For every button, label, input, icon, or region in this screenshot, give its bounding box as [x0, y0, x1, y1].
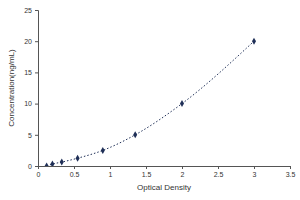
tick-label: 0.5: [70, 171, 80, 178]
tick: 2.5: [214, 166, 224, 178]
tick-mark: [35, 166, 38, 167]
tick-mark: [182, 166, 183, 169]
tick-mark: [254, 166, 255, 169]
tick-mark: [146, 166, 147, 169]
tick-label: 3: [253, 171, 257, 178]
tick-mark: [35, 41, 38, 42]
tick: 3: [253, 166, 257, 178]
marks: [45, 38, 256, 166]
tick: 20: [24, 38, 38, 45]
tick: 0: [37, 166, 41, 178]
tick-label: 2.5: [214, 171, 224, 178]
axis-line: [35, 11, 39, 167]
tick-mark: [74, 166, 75, 169]
x-axis: 0 0.5 1 1.5 2 2.5 3 3.5: [37, 166, 296, 178]
x-axis-title: Optical Density: [137, 183, 191, 192]
tick-label: 3.5: [286, 171, 296, 178]
tick-label: 10: [24, 100, 32, 107]
point: [45, 163, 49, 166]
tick-mark: [290, 166, 291, 169]
point: [60, 159, 64, 166]
tick-label: 0: [28, 163, 32, 170]
tick: 5: [28, 132, 38, 139]
tick: 2: [181, 166, 185, 178]
point: [252, 38, 256, 45]
y-axis: 0 5 10 15 20 25: [24, 7, 38, 170]
tick-mark: [218, 166, 219, 169]
tick: 1: [109, 166, 113, 178]
tick-label: 15: [24, 69, 32, 76]
chart: 0 0.5 1 1.5 2 2.5 3 3.5 0 5 10 15 20 25 Optical Densit…: [0, 0, 300, 200]
tick: 25: [24, 7, 38, 14]
point: [180, 100, 184, 107]
curve: [47, 41, 254, 166]
tick-label: 5: [28, 132, 32, 139]
tick-mark: [35, 72, 38, 73]
tick-label: 25: [24, 7, 32, 14]
tick-label: 20: [24, 38, 32, 45]
point: [50, 161, 54, 166]
tick: 15: [24, 69, 38, 76]
tick: 3.5: [286, 166, 296, 178]
axis-line: [39, 167, 291, 170]
point: [133, 131, 137, 138]
tick-label: 1.5: [142, 171, 152, 178]
tick-mark: [35, 10, 38, 11]
tick: 10: [24, 100, 38, 107]
tick: 0: [28, 163, 38, 170]
tick-label: 1: [109, 171, 113, 178]
tick-mark: [110, 166, 111, 169]
tick: 1.5: [142, 166, 152, 178]
tick-mark: [35, 135, 38, 136]
y-axis-title: Concentration(ng/mL): [7, 49, 16, 127]
point: [76, 155, 80, 162]
tick-label: 2: [181, 171, 185, 178]
tick: 0.5: [70, 166, 80, 178]
point: [101, 147, 105, 154]
tick-mark: [35, 104, 38, 105]
tick-label: 0: [37, 171, 41, 178]
plot: 0 0.5 1 1.5 2 2.5 3 3.5 0 5 10 15 20 25 Optical Densit…: [7, 7, 295, 192]
